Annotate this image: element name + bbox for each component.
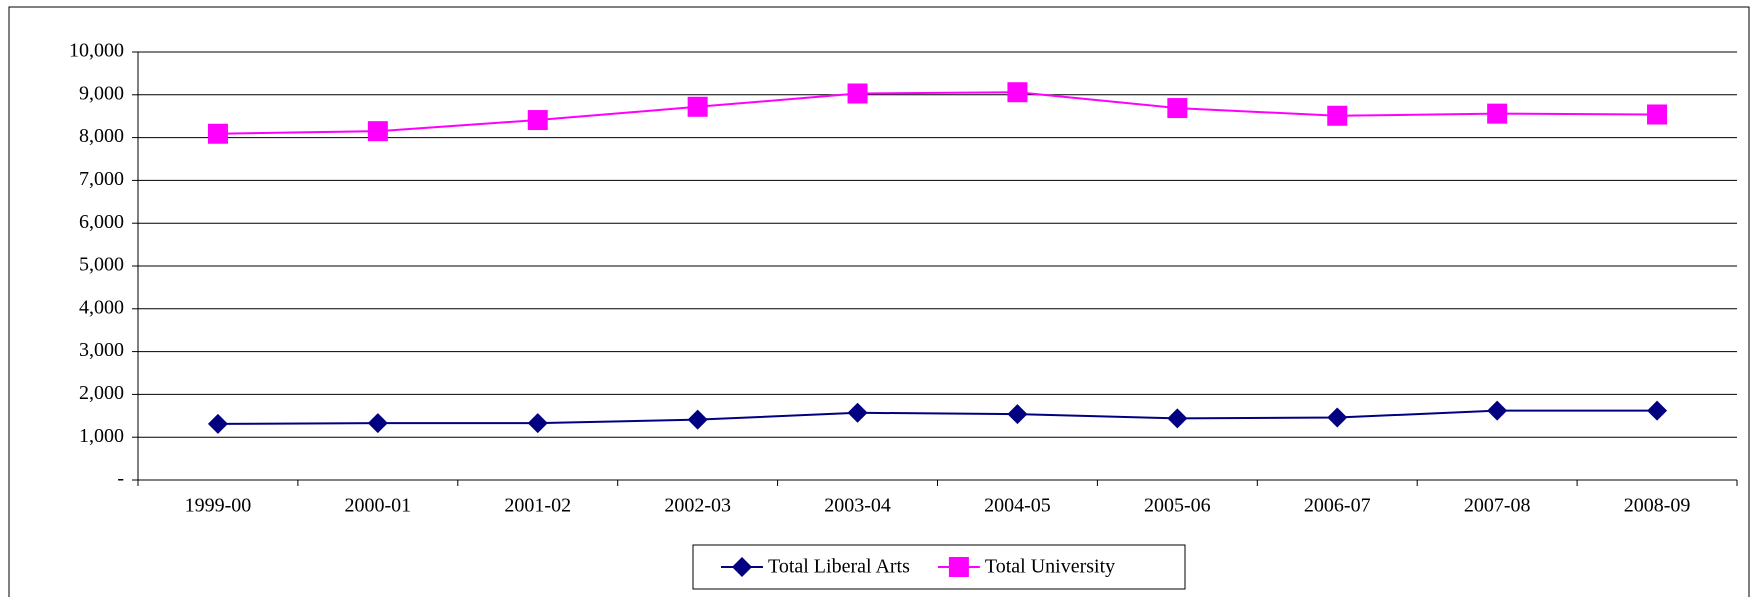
- marker: [1327, 407, 1348, 428]
- x-tick-label: 2007-08: [1464, 495, 1531, 517]
- marker: [1647, 400, 1668, 421]
- marker: [207, 123, 228, 144]
- x-tick-label: 2005-06: [1144, 495, 1211, 517]
- marker: [1007, 404, 1028, 425]
- marker: [1007, 82, 1028, 103]
- marker: [847, 402, 868, 423]
- y-tick-label: -: [117, 468, 124, 490]
- x-tick-label: 2006-07: [1304, 495, 1371, 517]
- marker: [367, 413, 388, 434]
- legend-marker: [948, 557, 969, 577]
- x-tick-label: 2001-02: [504, 495, 571, 517]
- x-tick-label: 2000-01: [345, 495, 412, 517]
- y-tick-label: 6,000: [79, 211, 124, 233]
- marker: [527, 110, 548, 131]
- marker: [1647, 104, 1668, 125]
- y-tick-label: 9,000: [79, 82, 124, 104]
- marker: [1167, 408, 1188, 429]
- chart-border: [8, 6, 1750, 602]
- legend-label: Total Liberal Arts: [768, 556, 910, 578]
- x-tick-label: 2002-03: [664, 495, 731, 517]
- legend-marker: [732, 557, 752, 577]
- marker: [1487, 103, 1508, 124]
- marker: [847, 83, 868, 104]
- marker: [1327, 105, 1348, 126]
- y-tick-label: 1,000: [79, 425, 124, 447]
- marker: [1167, 98, 1188, 119]
- x-tick-label: 2004-05: [984, 495, 1051, 517]
- marker: [1487, 400, 1508, 421]
- series-line: [217, 409, 1658, 425]
- y-tick-label: 7,000: [79, 168, 124, 190]
- marker: [367, 121, 388, 142]
- series-line: [217, 91, 1658, 135]
- x-tick-label: 1999-00: [185, 495, 252, 517]
- marker: [687, 96, 708, 117]
- marker: [207, 413, 228, 434]
- x-tick-label: 2008-09: [1624, 495, 1691, 517]
- x-tick-label: 2003-04: [824, 495, 891, 517]
- y-tick-label: 3,000: [79, 339, 124, 361]
- y-tick-label: 8,000: [79, 125, 124, 147]
- y-tick-label: 2,000: [79, 382, 124, 404]
- y-tick-label: 10,000: [69, 40, 124, 62]
- y-tick-label: 5,000: [79, 254, 124, 276]
- marker: [687, 409, 708, 430]
- marker: [527, 413, 548, 434]
- y-tick-label: 4,000: [79, 296, 124, 318]
- legend-label: Total University: [985, 556, 1115, 578]
